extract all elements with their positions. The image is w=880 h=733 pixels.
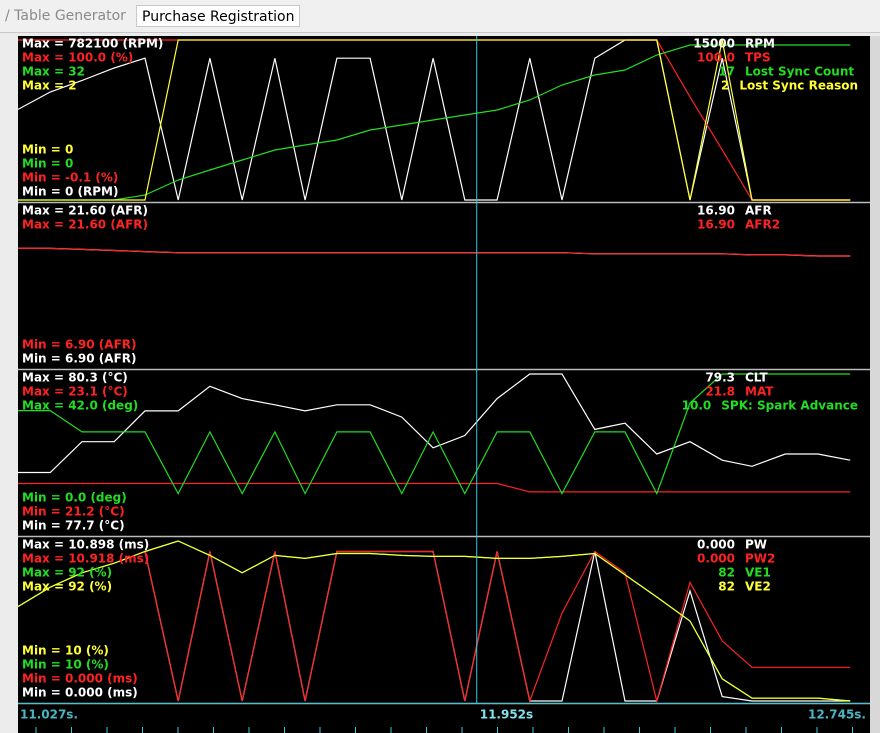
trace-name: Lost Sync Reason — [739, 79, 858, 93]
max-label: Max = 10.918 (ms) — [22, 552, 149, 566]
time-cursor: 11.952s — [480, 708, 533, 722]
trace-name: Lost Sync Count — [745, 65, 854, 79]
current-value: 16.90 — [697, 204, 735, 218]
max-label: Max = 23.1 (°C) — [22, 385, 128, 399]
max-label: Max = 42.0 (deg) — [22, 399, 138, 413]
current-value: 2 — [721, 79, 729, 93]
time-end: 12.745s. — [808, 708, 866, 722]
trace-name: TPS — [745, 51, 771, 65]
trace-line — [18, 39, 851, 201]
trace-name: MAT — [745, 385, 774, 399]
current-value: 82 — [718, 580, 735, 594]
current-value: 0.000 — [697, 538, 735, 552]
trace-name: PW — [745, 538, 767, 552]
max-label: Max = 80.3 (°C) — [22, 371, 128, 385]
min-label: Min = 0.000 (ms) — [22, 672, 138, 686]
min-label: Min = 6.90 (AFR) — [22, 338, 137, 352]
trace-line — [144, 550, 851, 703]
min-label: Min = 21.2 (°C) — [22, 505, 125, 519]
trace-line — [18, 247, 851, 257]
tab[interactable]: / Table Generator — [5, 8, 126, 24]
max-label: Max = 92 (%) — [22, 580, 112, 594]
trace-line — [18, 540, 851, 702]
min-label: Min = 10 (%) — [22, 658, 109, 672]
plot-area — [18, 36, 870, 733]
log-viewer: Max = 782100 (RPM) Min = 0 (RPM) 15000 RPM M… — [0, 33, 880, 733]
trace-line — [18, 39, 851, 201]
trace-name: VE1 — [745, 566, 771, 580]
min-label: Min = -0.1 (%) — [22, 171, 118, 185]
trace-line — [18, 44, 851, 201]
trace-name: SPK: Spark Advance — [721, 399, 858, 413]
min-label: Min = 6.90 (AFR) — [22, 352, 137, 366]
min-label: Min = 0 — [22, 157, 73, 171]
time-start: 11.027s. — [20, 708, 78, 722]
tab-bar: / Table Generator Purchase Registration — [0, 0, 880, 33]
min-label: Min = 0.000 (ms) — [22, 686, 138, 700]
max-label: Max = 2 — [22, 79, 77, 93]
min-label: Min = 0 (RPM) — [22, 185, 118, 199]
trace-line — [18, 482, 851, 493]
current-value: 21.8 — [705, 385, 735, 399]
current-value: 82 — [718, 566, 735, 580]
min-label: Min = 0.0 (deg) — [22, 491, 127, 505]
min-label: Min = 0 — [22, 143, 73, 157]
min-label: Min = 77.7 (°C) — [22, 519, 125, 533]
current-value: 15000 — [693, 37, 735, 51]
trace-line — [18, 373, 851, 474]
current-value: 100.0 — [697, 51, 735, 65]
current-value: 16.90 — [697, 218, 735, 232]
max-label: Max = 21.60 (AFR) — [22, 204, 148, 218]
trace-name: AFR2 — [745, 218, 780, 232]
max-label: Max = 10.898 (ms) — [22, 538, 149, 552]
traces — [18, 39, 851, 703]
current-value: 0.000 — [697, 552, 735, 566]
scrollbar[interactable] — [870, 36, 880, 733]
trace-name: CLT — [745, 371, 768, 385]
trace-name: AFR — [745, 204, 772, 218]
min-label: Min = 10 (%) — [22, 644, 109, 658]
max-label: Max = 21.60 (AFR) — [22, 218, 148, 232]
max-label: Max = 92 (%) — [22, 566, 112, 580]
trace-line — [18, 373, 851, 496]
current-value: 17 — [718, 65, 735, 79]
max-label: Max = 100.0 (%) — [22, 51, 133, 65]
trace-name: RPM — [745, 37, 775, 51]
max-label: Max = 782100 (RPM) — [22, 37, 163, 51]
trace-name: VE2 — [745, 580, 771, 594]
max-label: Max = 32 — [22, 65, 85, 79]
trace-name: PW2 — [745, 552, 775, 566]
current-value: 10.0 — [682, 399, 712, 413]
tab[interactable]: Purchase Registration — [136, 5, 301, 27]
current-value: 79.3 — [705, 371, 735, 385]
